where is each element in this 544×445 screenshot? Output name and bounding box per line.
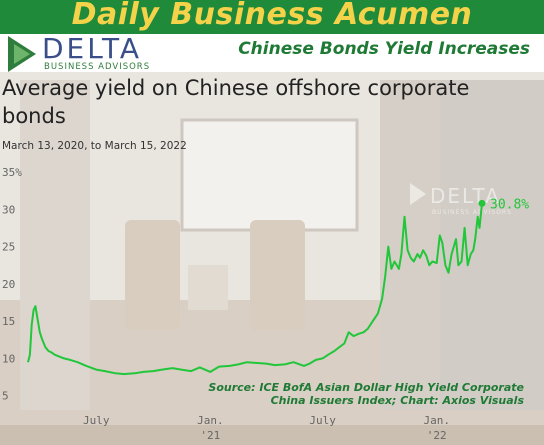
- chart-title: Average yield on Chinese offshore corpor…: [2, 76, 470, 128]
- x-tick-sublabel: '22: [427, 429, 447, 442]
- end-value-label: 30.8%: [490, 197, 529, 212]
- x-tick-label: July: [309, 414, 336, 427]
- chart-subtitle: March 13, 2020, to March 15, 2022: [2, 140, 187, 152]
- source-line-2: China Issuers Index; Chart: Axios Visual…: [270, 394, 524, 407]
- delta-watermark: DELTA BUSINESS ADVISORS: [410, 183, 512, 216]
- series-line: [27, 203, 483, 376]
- sub-header-bar: [0, 34, 544, 72]
- y-tick-label: 35%: [2, 166, 22, 179]
- x-tick-label: July: [83, 414, 110, 427]
- y-tick-label: 25: [2, 241, 15, 254]
- source-line-1: Source: ICE BofA Asian Dollar High Yield…: [208, 381, 524, 394]
- y-tick-label: 20: [2, 278, 15, 291]
- y-tick-label: 10: [2, 352, 15, 365]
- source-note: Source: ICE BofA Asian Dollar High Yield…: [208, 381, 524, 407]
- headline: Chinese Bonds Yield Increases: [238, 39, 530, 59]
- delta-logo: DELTA BUSINESS ADVISORS: [6, 32, 171, 74]
- logo-tagline: BUSINESS ADVISORS: [44, 62, 151, 72]
- watermark-tagline: BUSINESS ADVISORS: [432, 209, 512, 216]
- x-tick-label: Jan.: [423, 414, 450, 427]
- x-tick-label: Jan.: [197, 414, 224, 427]
- delta-triangle-icon: [8, 36, 36, 72]
- y-tick-label: 5: [2, 390, 9, 403]
- y-tick-label: 15: [2, 315, 15, 328]
- y-tick-label: 30: [2, 203, 15, 216]
- banner-title: Daily Business Acumen: [71, 0, 473, 32]
- x-tick-sublabel: '21: [200, 429, 220, 442]
- top-banner: Daily Business Acumen: [0, 0, 544, 34]
- watermark-wordmark: DELTA: [430, 184, 501, 208]
- end-point-marker: [478, 199, 486, 207]
- logo-wordmark: DELTA: [42, 32, 143, 65]
